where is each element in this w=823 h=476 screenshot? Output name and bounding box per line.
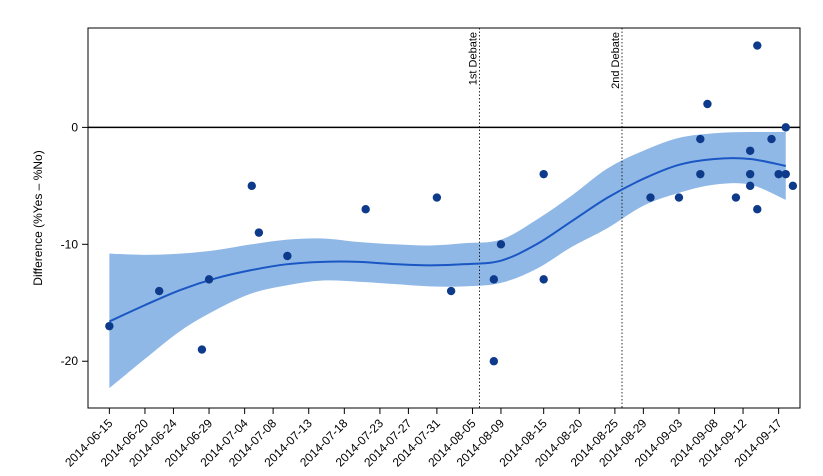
data-point xyxy=(489,275,499,284)
data-point xyxy=(496,240,506,249)
data-point xyxy=(703,99,712,109)
event-label-1: 1st Debate xyxy=(468,32,480,85)
data-point xyxy=(696,169,705,179)
data-point xyxy=(781,169,790,179)
data-point xyxy=(788,181,798,191)
data-point xyxy=(283,251,292,261)
data-point xyxy=(539,275,548,284)
trend-line-layer xyxy=(108,157,786,323)
data-point xyxy=(646,193,655,202)
data-point xyxy=(155,286,164,296)
data-point xyxy=(745,169,755,179)
y-axis-label: Difference (%Yes – %No) xyxy=(31,150,45,285)
plot-frame xyxy=(87,27,801,409)
y-tick-label: 0 xyxy=(71,120,78,134)
data-point xyxy=(745,146,755,155)
data-point xyxy=(432,193,442,202)
event-lines-layer: 1st Debate 2nd Debate xyxy=(468,28,623,408)
trend-line xyxy=(108,157,786,323)
data-point xyxy=(361,205,370,214)
data-point xyxy=(197,345,207,354)
data-point xyxy=(753,41,762,50)
data-point xyxy=(753,205,762,214)
data-point xyxy=(731,193,741,202)
data-point xyxy=(539,169,548,179)
data-point xyxy=(745,181,755,191)
data-point xyxy=(254,228,264,237)
data-point xyxy=(105,321,114,331)
event-label-2: 2nd Debate xyxy=(610,32,622,89)
x-axis: 2014-06-152014-06-202014-06-242014-06-29… xyxy=(62,408,785,470)
data-point xyxy=(489,357,499,366)
y-axis: 0 -10 -20 xyxy=(61,120,88,368)
data-point xyxy=(767,134,776,144)
data-point xyxy=(781,123,790,132)
data-point xyxy=(696,134,705,144)
data-point xyxy=(774,169,783,179)
data-point xyxy=(247,181,256,191)
data-point xyxy=(204,275,214,284)
y-tick-label: -20 xyxy=(61,354,79,368)
data-point xyxy=(446,286,456,296)
data-points-layer xyxy=(105,41,798,366)
confidence-band xyxy=(109,131,786,389)
data-point xyxy=(674,193,684,202)
confidence-band-layer xyxy=(109,131,786,389)
y-tick-label: -10 xyxy=(61,237,79,251)
